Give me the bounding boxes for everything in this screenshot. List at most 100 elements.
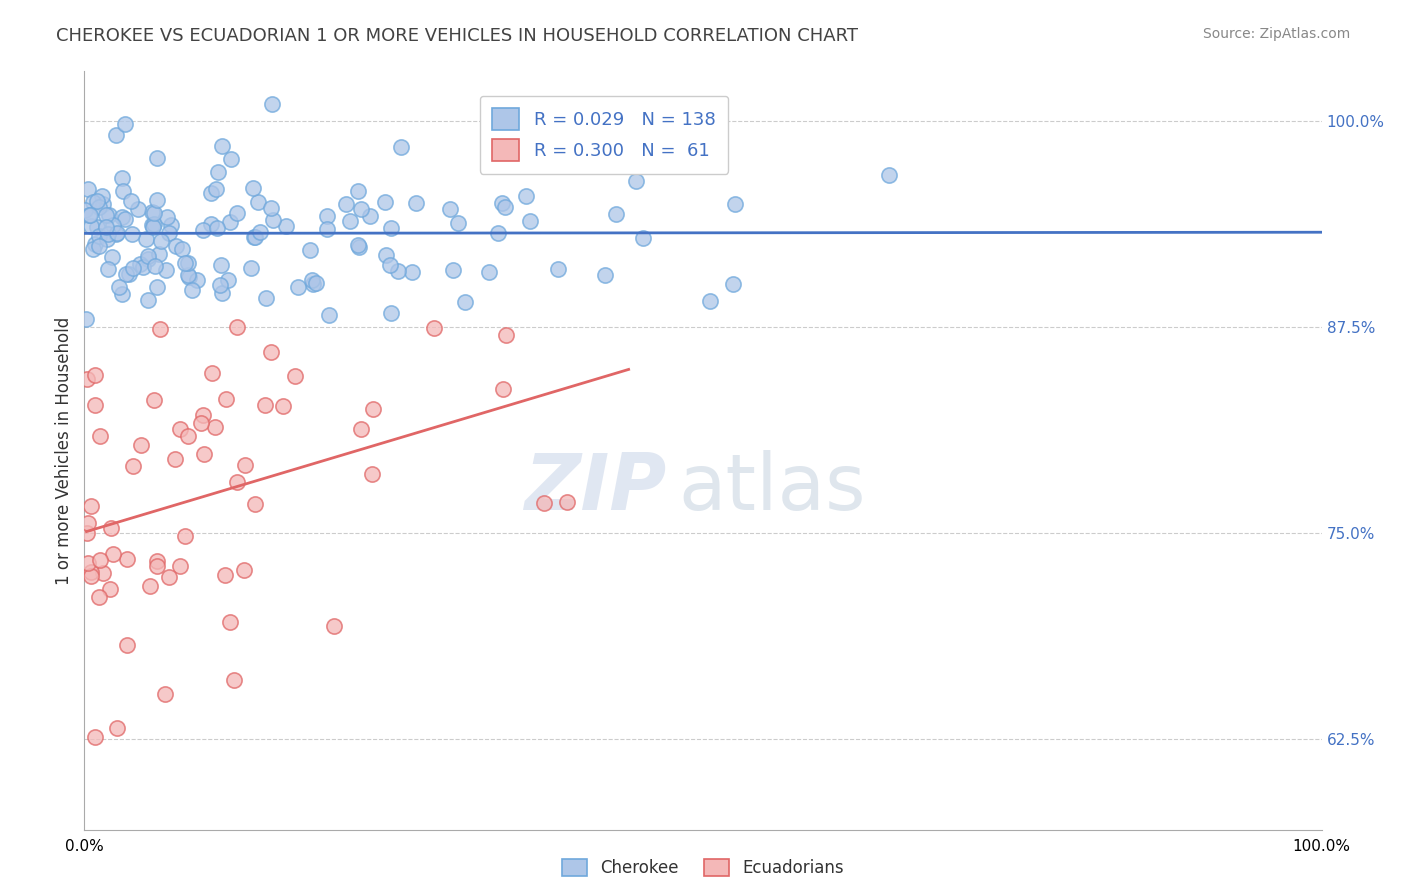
Point — [723, 197, 745, 211]
Point — [89, 239, 111, 253]
Point — [86, 194, 108, 208]
Point — [631, 231, 654, 245]
Point — [181, 284, 204, 298]
Point — [76, 525, 98, 540]
Point — [547, 262, 569, 277]
Point — [191, 222, 214, 236]
Point — [146, 151, 169, 165]
Point — [173, 256, 195, 270]
Point — [136, 249, 159, 263]
Point — [131, 438, 153, 452]
Point — [122, 458, 145, 473]
Point — [186, 273, 208, 287]
Point — [495, 327, 517, 342]
Point — [75, 203, 97, 218]
Point — [226, 475, 249, 490]
Point — [239, 261, 262, 276]
Point — [142, 220, 165, 235]
Point — [219, 615, 242, 629]
Point — [84, 237, 107, 252]
Point — [80, 565, 103, 579]
Point — [359, 209, 381, 223]
Point — [115, 638, 138, 652]
Point — [138, 579, 160, 593]
Point — [114, 212, 136, 227]
Point — [177, 429, 200, 443]
Point — [387, 264, 409, 278]
Point — [401, 265, 423, 279]
Point — [121, 260, 143, 275]
Point — [146, 194, 169, 208]
Point — [246, 195, 269, 210]
Point — [104, 227, 127, 241]
Point — [378, 258, 401, 272]
Point — [148, 247, 170, 261]
Point — [492, 382, 515, 396]
Point — [249, 225, 271, 239]
Point — [111, 286, 134, 301]
Point — [298, 243, 321, 257]
Point — [79, 208, 101, 222]
Point — [104, 128, 127, 142]
Point — [156, 210, 179, 224]
Point — [389, 140, 412, 154]
Point — [118, 267, 141, 281]
Point — [316, 221, 339, 235]
Point — [80, 568, 103, 582]
Text: CHEROKEE VS ECUADORIAN 1 OR MORE VEHICLES IN HOUSEHOLD CORRELATION CHART: CHEROKEE VS ECUADORIAN 1 OR MORE VEHICLE… — [56, 27, 858, 45]
Point — [318, 308, 340, 322]
Point — [87, 228, 110, 243]
Point — [75, 311, 97, 326]
Point — [226, 320, 249, 334]
Point — [98, 582, 121, 597]
Point — [207, 165, 229, 179]
Point — [375, 248, 398, 262]
Point — [259, 201, 281, 215]
Point — [315, 209, 337, 223]
Point — [132, 260, 155, 274]
Point — [218, 215, 240, 229]
Point — [200, 186, 222, 200]
Point — [146, 558, 169, 573]
Point — [361, 402, 384, 417]
Point — [76, 516, 98, 531]
Point — [262, 213, 284, 227]
Point — [439, 202, 461, 217]
Point — [89, 552, 111, 566]
Point — [519, 214, 541, 228]
Point — [219, 152, 242, 166]
Point — [173, 529, 195, 543]
Point — [160, 219, 183, 233]
Point — [305, 276, 328, 290]
Point — [423, 321, 446, 335]
Point — [593, 268, 616, 283]
Point — [101, 547, 124, 561]
Point — [323, 619, 346, 633]
Point — [204, 420, 226, 434]
Point — [91, 566, 114, 580]
Point — [157, 226, 180, 240]
Point — [129, 257, 152, 271]
Y-axis label: 1 or more Vehicles in Household: 1 or more Vehicles in Household — [55, 317, 73, 584]
Point — [454, 294, 477, 309]
Point — [87, 591, 110, 605]
Point — [721, 277, 744, 291]
Point — [111, 210, 134, 224]
Point — [114, 117, 136, 131]
Point — [80, 219, 103, 233]
Point — [138, 293, 160, 307]
Point — [172, 242, 194, 256]
Point — [211, 285, 233, 300]
Point — [190, 416, 212, 430]
Point — [302, 277, 325, 291]
Point — [87, 200, 110, 214]
Point — [565, 133, 588, 147]
Point — [347, 238, 370, 252]
Point — [360, 467, 382, 482]
Point — [179, 269, 201, 284]
Legend: R = 0.029   N = 138, R = 0.300   N =  61: R = 0.029 N = 138, R = 0.300 N = 61 — [479, 95, 728, 174]
Point — [347, 184, 370, 198]
Point — [105, 226, 128, 240]
Point — [350, 202, 373, 216]
Point — [141, 219, 163, 233]
